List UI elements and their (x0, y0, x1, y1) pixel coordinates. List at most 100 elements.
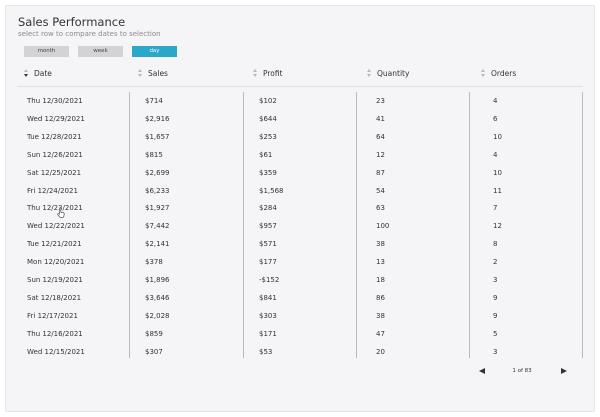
profit-cell: $171 (259, 329, 277, 338)
table-header: Date Sales Profit Quantity Orders (17, 66, 583, 86)
hand-pointer-icon (57, 208, 65, 218)
sort-quantity-icon[interactable] (367, 69, 373, 80)
table-row[interactable]: Mon 12/20/2021 $378 $177 13 2 (17, 254, 583, 271)
orders-cell: 12 (493, 222, 502, 231)
column-header-quantity[interactable]: Quantity (377, 69, 410, 78)
table-row[interactable]: Tue 12/21/2021 $2,141 $571 38 8 (17, 236, 583, 253)
date-cell: Wed 12/29/2021 (27, 114, 85, 123)
orders-cell: 9 (493, 293, 498, 302)
table-row[interactable]: Sat 12/18/2021 $3,646 $841 86 9 (17, 290, 583, 307)
sales-cell: $1,927 (145, 204, 170, 213)
toggle-month-button[interactable]: month (24, 46, 69, 57)
sales-cell: $3,646 (145, 293, 170, 302)
date-cell: Tue 12/21/2021 (27, 240, 82, 249)
date-cell: Thu 12/30/2021 (27, 97, 83, 105)
sales-cell: $815 (145, 150, 163, 159)
orders-cell: 8 (493, 240, 498, 249)
sort-sales-icon[interactable] (138, 69, 144, 80)
profit-cell: $841 (259, 293, 277, 302)
orders-cell: 10 (493, 132, 502, 141)
profit-cell: $359 (259, 168, 277, 177)
orders-cell: 5 (493, 329, 498, 338)
column-divider (469, 92, 470, 358)
quantity-cell: 63 (376, 204, 385, 213)
column-header-orders[interactable]: Orders (491, 69, 517, 78)
profit-cell: $303 (259, 311, 277, 320)
date-cell: Sat 12/25/2021 (27, 168, 82, 177)
table-row[interactable]: Thu 12/30/2021 $714 $102 23 4 (17, 93, 583, 110)
column-header-sales[interactable]: Sales (148, 69, 168, 78)
table-row[interactable]: Fri 12/24/2021 $6,233 $1,568 54 11 (17, 183, 583, 200)
date-cell: Fri 12/24/2021 (27, 186, 78, 195)
sales-cell: $1,657 (145, 132, 170, 141)
profit-cell: $53 (259, 347, 273, 356)
orders-cell: 9 (493, 311, 498, 320)
orders-cell: 6 (493, 114, 498, 123)
sales-cell: $1,896 (145, 276, 170, 284)
profit-cell: $571 (259, 240, 277, 249)
next-page-icon[interactable] (561, 368, 567, 374)
sales-cell: $378 (145, 258, 163, 267)
toggle-week-button[interactable]: week (78, 46, 123, 57)
date-cell: Wed 12/15/2021 (27, 347, 85, 356)
sort-date-icon[interactable] (24, 69, 30, 80)
sales-cell: $2,028 (145, 311, 170, 320)
sales-cell: $6,233 (145, 186, 170, 195)
sales-cell: $714 (145, 97, 163, 105)
page-title: Sales Performance (18, 15, 126, 29)
column-divider (582, 92, 583, 358)
orders-cell: 3 (493, 347, 498, 356)
table-row[interactable]: Wed 12/29/2021 $2,916 $644 41 6 (17, 111, 583, 128)
toggle-day-button[interactable]: day (132, 46, 177, 57)
table-row[interactable]: Fri 12/17/2021 $2,028 $303 38 9 (17, 308, 583, 325)
orders-cell: 4 (493, 150, 498, 159)
date-cell: Sun 12/26/2021 (27, 150, 83, 159)
quantity-cell: 64 (376, 132, 385, 141)
table-row[interactable]: Wed 12/22/2021 $7,442 $957 100 12 (17, 218, 583, 235)
orders-cell: 4 (493, 97, 498, 105)
quantity-cell: 54 (376, 186, 385, 195)
sales-cell: $307 (145, 347, 163, 356)
page-indicator: 1 of 83 (512, 368, 532, 374)
profit-cell: $957 (259, 222, 277, 231)
column-divider (129, 92, 130, 358)
column-divider (356, 92, 357, 358)
table-row[interactable]: Wed 12/15/2021 $307 $53 20 3 (17, 344, 583, 361)
table-row[interactable]: Sat 12/25/2021 $2,699 $359 87 10 (17, 165, 583, 182)
table-row[interactable]: Tue 12/28/2021 $1,657 $253 64 10 (17, 129, 583, 146)
sales-cell: $859 (145, 329, 163, 338)
table-row[interactable]: Sun 12/26/2021 $815 $61 12 4 (17, 147, 583, 164)
column-divider (243, 92, 244, 358)
dashboard-panel (5, 5, 595, 412)
date-cell: Fri 12/17/2021 (27, 311, 78, 320)
quantity-cell: 87 (376, 168, 385, 177)
date-cell: Thu 12/16/2021 (27, 329, 83, 338)
sort-profit-icon[interactable] (253, 69, 259, 80)
profit-cell: $1,568 (259, 186, 284, 195)
profit-cell: $61 (259, 150, 273, 159)
sort-orders-icon[interactable] (481, 69, 487, 80)
quantity-cell: 12 (376, 150, 385, 159)
orders-cell: 10 (493, 168, 502, 177)
profit-cell: $177 (259, 258, 277, 267)
sales-cell: $7,442 (145, 222, 170, 231)
date-cell: Sun 12/19/2021 (27, 276, 83, 284)
quantity-cell: 18 (376, 276, 385, 284)
sales-cell: $2,699 (145, 168, 170, 177)
date-cell: Sat 12/18/2021 (27, 293, 82, 302)
column-header-date[interactable]: Date (34, 69, 52, 78)
quantity-cell: 23 (376, 97, 385, 105)
table-row[interactable]: Thu 12/16/2021 $859 $171 47 5 (17, 326, 583, 343)
quantity-cell: 20 (376, 347, 385, 356)
sales-cell: $2,916 (145, 114, 170, 123)
quantity-cell: 86 (376, 293, 385, 302)
column-header-profit[interactable]: Profit (263, 69, 283, 78)
profit-cell: -$152 (259, 276, 280, 284)
previous-page-icon[interactable] (479, 368, 485, 374)
orders-cell: 11 (493, 186, 502, 195)
table-row[interactable]: Sun 12/19/2021 $1,896 -$152 18 3 (17, 272, 583, 289)
table-row[interactable]: Thu 12/23/2021 $1,927 $284 63 7 (17, 200, 583, 217)
date-cell: Thu 12/23/2021 (27, 204, 83, 213)
profit-cell: $102 (259, 97, 277, 105)
sales-table: Thu 12/30/2021 $714 $102 23 4 Wed 12/29/2021 $… (17, 86, 583, 358)
